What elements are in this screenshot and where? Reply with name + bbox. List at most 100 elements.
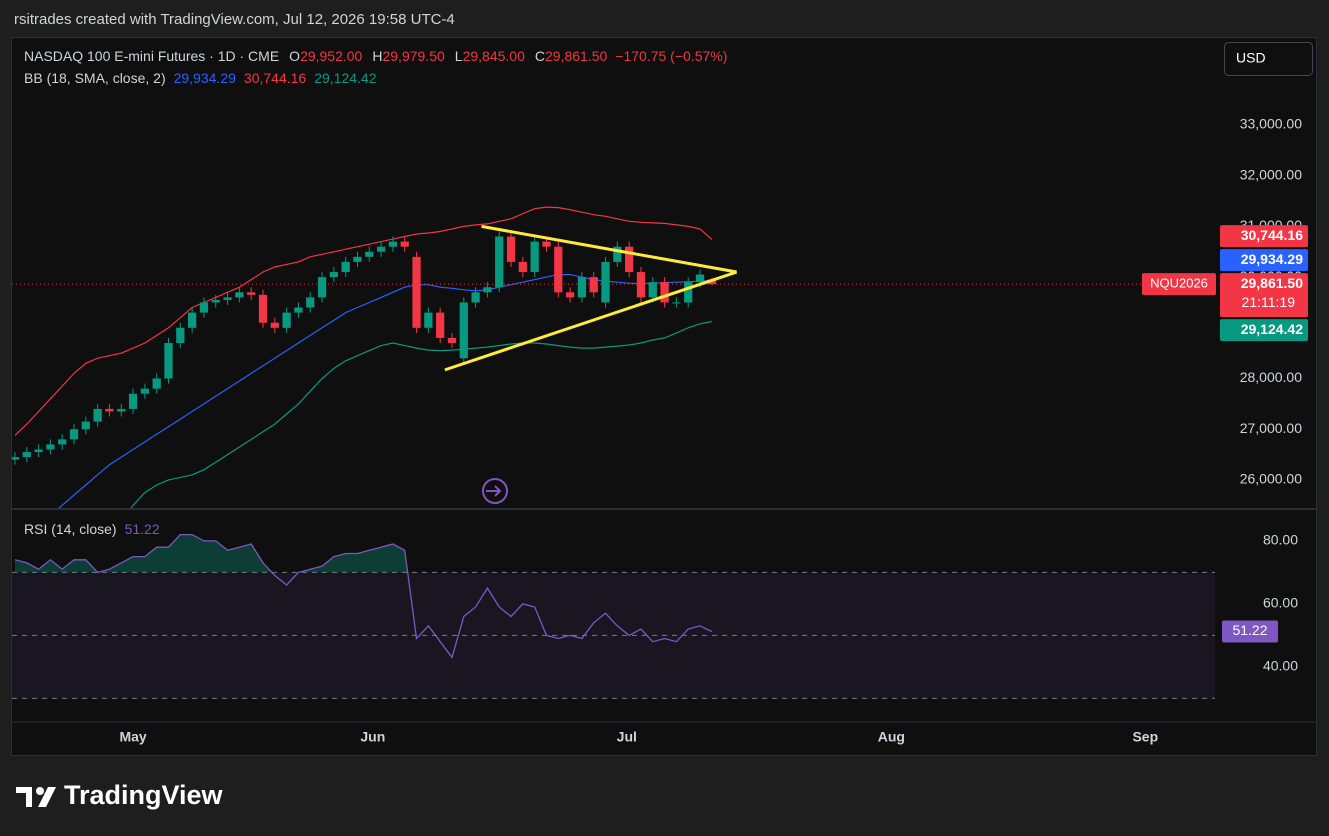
candle-body — [81, 421, 90, 430]
price-pane — [12, 206, 1215, 508]
candle-body — [625, 246, 634, 273]
countdown: 21:11:19 — [1242, 294, 1296, 310]
last-price-label: 29,861.50 — [1241, 275, 1303, 291]
candle-body — [199, 302, 209, 313]
candle-body — [329, 272, 338, 278]
candle-body — [424, 312, 433, 328]
candle-body — [46, 444, 55, 450]
candle-body — [306, 297, 315, 308]
candle-body — [223, 297, 232, 300]
candle-body — [530, 241, 539, 273]
legend-ohlc-name: L — [455, 48, 463, 64]
x-tick-label: Jul — [617, 729, 637, 745]
currency: USD — [1236, 50, 1266, 66]
legend-ohlc-value: 29,979.50 — [382, 48, 444, 64]
rsi-tick-label: 60.00 — [1263, 595, 1298, 611]
logo-dot — [36, 787, 44, 795]
candle-body — [152, 378, 161, 389]
rsi-overbought-fill — [14, 534, 712, 573]
legend-rsi: RSI (14, close) 51.22 — [24, 521, 160, 537]
x-tick-label: May — [119, 729, 146, 745]
candle-body — [459, 302, 468, 359]
candle-body — [69, 429, 79, 440]
candle-body — [235, 292, 244, 298]
legend-title: NASDAQ 100 E-mini Futures · 1D · CME — [24, 48, 279, 64]
last-price-badge — [1220, 273, 1308, 318]
bb-basis-badge — [1220, 249, 1308, 272]
y-tick-label: 26,000.00 — [1240, 471, 1302, 487]
candle-body — [436, 312, 445, 338]
legend-rsi-title: RSI (14, close) — [24, 521, 117, 537]
x-tick-label: Jun — [360, 729, 385, 745]
legend-ohlc-value: 29,952.00 — [300, 48, 362, 64]
replay-icon[interactable] — [482, 478, 508, 504]
candle-body — [447, 337, 457, 344]
y-tick-label: 32,000.00 — [1240, 166, 1302, 182]
candle-body — [542, 241, 551, 247]
candle-body — [636, 272, 646, 298]
symbol-label: NQU2026 — [1150, 276, 1208, 291]
candle-body — [34, 449, 43, 453]
replay-circle — [482, 478, 508, 504]
candle-body — [601, 261, 610, 303]
logo-mark — [16, 787, 32, 807]
legend-bb-title: BB (18, SMA, close, 2) — [24, 70, 166, 86]
x-tick-label: Sep — [1132, 729, 1158, 745]
candle-body — [648, 282, 657, 298]
candle-body — [270, 322, 279, 328]
candle-body — [58, 439, 67, 445]
candle-body — [495, 236, 504, 288]
candle-body — [353, 256, 362, 262]
candle-body — [412, 256, 421, 328]
candle-body — [247, 292, 256, 295]
bb-lower-label: 29,124.42 — [1241, 321, 1303, 337]
legend-bb-value: 29,934.29 — [174, 70, 236, 86]
candle-body — [365, 251, 374, 257]
candle-body — [660, 282, 669, 303]
candle-body — [258, 294, 268, 323]
attribution: rsitrades created with TradingView.com, … — [14, 11, 455, 28]
rsi-tick-label: 80.00 — [1263, 532, 1298, 548]
candle-body — [518, 261, 527, 273]
legend-ohlc-name: O — [289, 48, 300, 64]
rsi-tick-label: 40.00 — [1263, 658, 1298, 674]
symbol-badge — [1142, 273, 1216, 296]
logo-text: TradingView — [64, 780, 224, 810]
y-tick-label: 33,000.00 — [1240, 116, 1302, 132]
candle-body — [12, 457, 20, 460]
legend-main: NASDAQ 100 E-mini Futures · 1D · CME O29,… — [24, 48, 727, 64]
candle-body — [376, 246, 386, 252]
rsi-badge-label: 51.22 — [1232, 622, 1267, 638]
candle-body — [187, 312, 197, 328]
logo-slash — [38, 787, 56, 807]
candle-body — [695, 274, 705, 283]
rsi-pane — [12, 533, 1215, 699]
legend-ohlc-value: 29,861.50 — [545, 48, 607, 64]
rsi-badge — [1222, 620, 1278, 643]
legend-ohlc-name: H — [372, 48, 382, 64]
candle-body — [684, 282, 693, 303]
candle-body — [613, 246, 622, 262]
candle-body — [317, 277, 327, 298]
candle-body — [164, 343, 173, 379]
candle-body — [672, 302, 681, 304]
candle-body — [565, 292, 575, 298]
rsi-line — [14, 533, 713, 659]
candle-body — [294, 307, 303, 313]
bb-basis-label: 29,934.29 — [1241, 251, 1303, 267]
candle-body — [400, 241, 409, 247]
bb-lower-line — [130, 320, 712, 508]
candle-body — [471, 292, 480, 303]
currency-button[interactable] — [1224, 42, 1313, 76]
legend-change: −170.75 (−0.57%) — [615, 48, 727, 64]
candle-body — [22, 452, 31, 458]
trendline — [444, 270, 738, 372]
legend-ohlc-value: 29,845.00 — [463, 48, 525, 64]
legend-rsi-value: 51.22 — [125, 521, 160, 537]
trendline — [481, 224, 737, 274]
candle-body — [211, 299, 220, 303]
candle-body — [589, 277, 598, 293]
legend-bb-value: 30,744.16 — [244, 70, 306, 86]
